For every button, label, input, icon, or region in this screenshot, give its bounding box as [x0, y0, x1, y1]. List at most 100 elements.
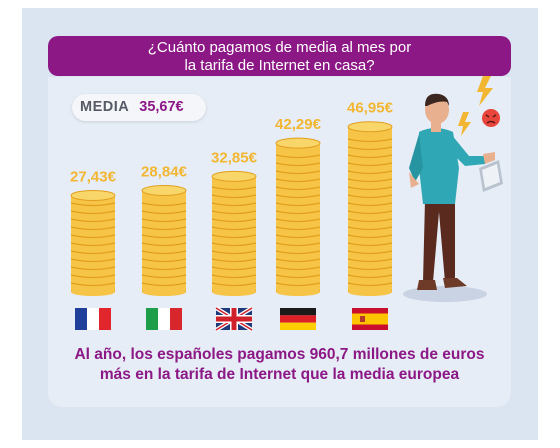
coin-edge-line: [347, 210, 393, 215]
spain-flag-icon: [352, 308, 388, 330]
coin-edge-line: [347, 250, 393, 255]
coin-stack-bar: [141, 184, 187, 296]
coin-edge-line: [141, 210, 187, 215]
coin-edge-line: [211, 258, 257, 263]
coin-edge-line: [141, 258, 187, 263]
coin-edge-line: [211, 250, 257, 255]
coin-stack-top: [275, 137, 321, 149]
coin-edge-line: [275, 258, 321, 263]
coin-stack-bottom: [276, 288, 320, 296]
coin-edge-line: [275, 218, 321, 223]
coin-stack-body: [212, 176, 256, 292]
coin-stack-bottom: [71, 288, 115, 296]
value-label: 32,85€: [211, 149, 258, 166]
coin-edge-line: [141, 202, 187, 207]
coin-edge-line: [347, 146, 393, 151]
average-badge: MEDIA 35,67€: [72, 94, 206, 121]
coin-edge-line: [141, 226, 187, 231]
coin-edge-line: [275, 250, 321, 255]
coin-edge-line: [347, 242, 393, 247]
coin-edge-line: [275, 210, 321, 215]
coin-edge-line: [211, 186, 257, 191]
coin-edge-line: [141, 218, 187, 223]
coin-edge-line: [211, 234, 257, 239]
coin-edge-line: [275, 162, 321, 167]
coin-edge-line: [347, 226, 393, 231]
value-label: 27,43€: [70, 168, 117, 185]
coin-edge-line: [275, 186, 321, 191]
coin-edge-line: [347, 194, 393, 199]
coin-edge-line: [141, 250, 187, 255]
coin-edge-line: [70, 258, 116, 263]
coin-stack-bar: [211, 170, 257, 296]
france-flag-icon: [75, 308, 111, 330]
coin-edge-line: [347, 282, 393, 287]
coin-edge-line: [347, 162, 393, 167]
coin-edge-line: [275, 178, 321, 183]
coin-edge-line: [275, 202, 321, 207]
coin-stack-top: [70, 189, 116, 201]
chart-title-line-2: la tarifa de Internet en casa?: [184, 57, 375, 74]
coin-edge-line: [70, 274, 116, 279]
coin-edge-line: [141, 242, 187, 247]
coin-edge-line: [347, 186, 393, 191]
coin-stack-body: [142, 190, 186, 292]
coin-stack-bottom: [142, 288, 186, 296]
coin-edge-line: [275, 274, 321, 279]
coin-edge-line: [70, 202, 116, 207]
coin-edge-line: [141, 266, 187, 271]
coin-edge-line: [70, 210, 116, 215]
coin-stack-top: [141, 184, 187, 196]
coin-edge-line: [141, 274, 187, 279]
coin-edge-line: [347, 234, 393, 239]
coin-stack-bar: [70, 189, 116, 296]
coin-edge-line: [275, 266, 321, 271]
coin-edge-line: [70, 218, 116, 223]
chart-title-line-1: ¿Cuánto pagamos de media al mes por: [147, 39, 412, 56]
coin-edge-line: [211, 274, 257, 279]
value-label: 46,95€: [347, 100, 394, 117]
coin-edge-line: [70, 250, 116, 255]
coin-edge-line: [347, 178, 393, 183]
coin-edge-line: [70, 226, 116, 231]
coin-edge-line: [275, 170, 321, 175]
uk-flag-icon: [214, 306, 254, 332]
coin-edge-line: [211, 210, 257, 215]
coin-stack-bottom: [212, 288, 256, 296]
footer-line-2: más en la tarifa de Internet que la medi…: [99, 366, 460, 383]
coin-edge-line: [141, 234, 187, 239]
coin-edge-line: [70, 282, 116, 287]
coin-stack-top: [347, 121, 393, 133]
coin-edge-line: [347, 274, 393, 279]
coin-edge-line: [347, 154, 393, 159]
coin-edge-line: [275, 242, 321, 247]
value-label: 42,29€: [275, 116, 322, 133]
coin-stack-body: [276, 143, 320, 292]
coin-stack-bar: [347, 121, 393, 296]
coin-edge-line: [70, 234, 116, 239]
chart-title-banner: ¿Cuánto pagamos de media al mes por la t…: [48, 36, 511, 76]
coin-edge-line: [275, 234, 321, 239]
coin-edge-line: [347, 258, 393, 263]
coin-edge-line: [211, 226, 257, 231]
coin-stack-top: [211, 170, 257, 182]
coin-edge-line: [347, 202, 393, 207]
coin-edge-line: [347, 138, 393, 143]
coin-stack-bar: [275, 137, 321, 296]
coin-stack-body: [348, 126, 392, 293]
coin-edge-line: [275, 194, 321, 199]
man-with-tablet-illustration: [403, 76, 503, 302]
coin-edge-line: [141, 282, 187, 287]
coin-stack-bottom: [348, 288, 392, 296]
coin-edge-line: [347, 218, 393, 223]
germany-flag-icon: [280, 308, 316, 330]
coin-edge-line: [211, 242, 257, 247]
footer-line-1: Al año, los españoles pagamos 960,7 mill…: [74, 346, 485, 363]
average-label: MEDIA: [80, 99, 130, 115]
italy-flag-icon: [146, 308, 182, 330]
coin-edge-line: [275, 154, 321, 159]
coin-edge-line: [70, 242, 116, 247]
coin-edge-line: [211, 194, 257, 199]
coin-edge-line: [211, 202, 257, 207]
